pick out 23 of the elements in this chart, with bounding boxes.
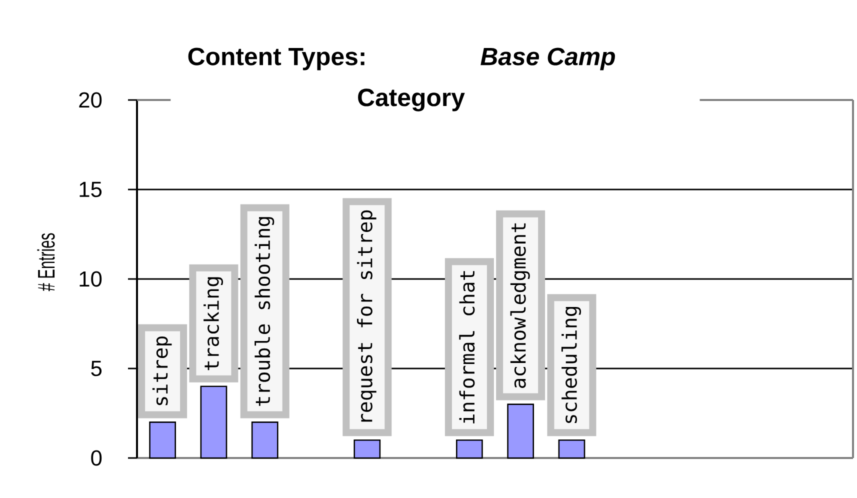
x-tick-label: request for sitrep xyxy=(357,210,376,422)
bar xyxy=(251,422,278,459)
y-tick-label: 15 xyxy=(80,182,102,198)
x-tick-label: trouble shooting xyxy=(254,217,274,406)
bar xyxy=(149,422,176,459)
y-tick-label: 10 xyxy=(80,271,102,287)
y-tick-label: 20 xyxy=(79,92,102,108)
bar xyxy=(456,439,483,459)
bar xyxy=(507,404,534,459)
x-tick-label: sitrep xyxy=(152,336,172,406)
y-tick-label: 5 xyxy=(91,360,102,376)
x-tick-label: scheduling xyxy=(561,307,581,424)
x-tick-label: tracking xyxy=(204,277,223,370)
chart-subtitle: Base Camp xyxy=(480,48,615,70)
chart-title: Content Types: xyxy=(188,48,364,70)
bar xyxy=(354,439,381,459)
bar xyxy=(558,439,586,459)
x-tick-label: informal chat xyxy=(459,271,475,424)
x-tick-label: acknowledgment xyxy=(510,223,530,388)
x-axis-title: Category xyxy=(358,88,465,112)
y-axis-title: # Entries xyxy=(37,233,55,292)
bar xyxy=(200,386,228,459)
y-tick-label: 0 xyxy=(91,450,102,466)
